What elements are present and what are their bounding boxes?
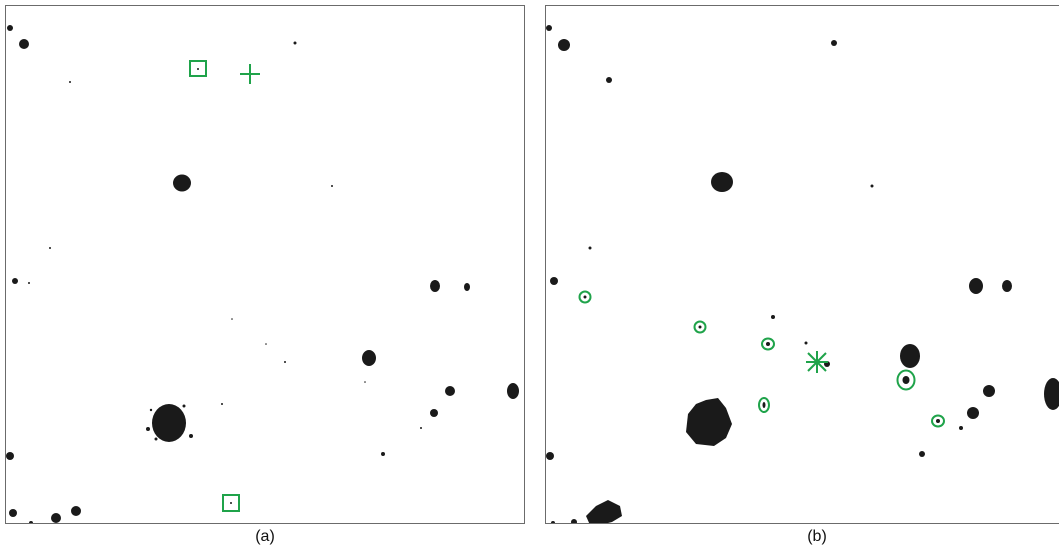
blob [19,39,29,49]
blob [583,295,587,299]
caption-a: (a) [255,528,275,545]
blob [7,25,13,31]
panel-a-markers [189,60,260,512]
blob [546,25,552,31]
panel-a-image [5,5,525,524]
blob [430,280,440,292]
panel-a-canvas [6,25,519,523]
blob [149,408,153,412]
blob [362,350,376,366]
blob [967,407,979,419]
blob [546,452,554,460]
ellipse-marker [931,414,945,428]
blob [558,39,570,51]
blob [831,40,837,46]
blob [804,341,808,345]
blob [711,172,733,192]
blob [870,184,874,188]
blob [1044,378,1059,410]
blob [9,509,17,517]
blob [331,185,333,187]
blob [430,409,438,417]
blob [230,502,232,504]
ellipse-marker [693,320,707,334]
blob [586,500,622,523]
blob [771,315,775,319]
blob [571,519,577,523]
blob [71,506,81,516]
blob [231,318,233,320]
blob [6,452,14,460]
blob [698,325,702,329]
square-marker [189,60,207,77]
blob [1002,280,1012,292]
ellipse-marker [578,290,592,304]
blob [49,247,51,249]
blob [284,361,286,363]
blob [919,451,925,457]
blob [606,77,612,83]
blob [293,41,297,45]
blob [173,174,191,192]
blob [28,282,30,284]
panel-b-blobs [546,25,1059,523]
blob [936,419,940,423]
blob [152,404,186,442]
blob [197,68,199,70]
blob [51,513,61,523]
blob [983,385,995,397]
blob [900,344,920,368]
blob [182,404,186,408]
blob [551,521,555,523]
ellipse-marker [758,397,770,413]
blob [381,452,385,456]
blob [550,277,558,285]
blob [221,403,223,405]
blob [189,434,193,438]
blob [766,342,770,346]
blob [154,437,158,441]
panel-b-canvas [546,25,1059,523]
blob [12,278,18,284]
blob [420,427,422,429]
ellipse-marker [896,369,916,391]
blob [588,246,592,250]
ellipse-marker [761,337,775,351]
blob [146,427,150,431]
blob [902,376,910,384]
blob [507,383,519,399]
blob [686,398,732,446]
blob [29,521,33,523]
blob [762,402,766,408]
panel-a-blobs [6,25,519,523]
blob [969,278,983,294]
square-marker [222,494,240,512]
panel-b-markers [578,290,945,428]
blob [445,386,455,396]
star-marker [806,351,828,373]
blob [364,381,366,383]
blob [464,283,470,291]
blob [69,81,71,83]
blob [265,343,267,345]
panel-b-image [545,5,1059,524]
blob [959,426,963,430]
caption-b: (b) [807,528,827,545]
